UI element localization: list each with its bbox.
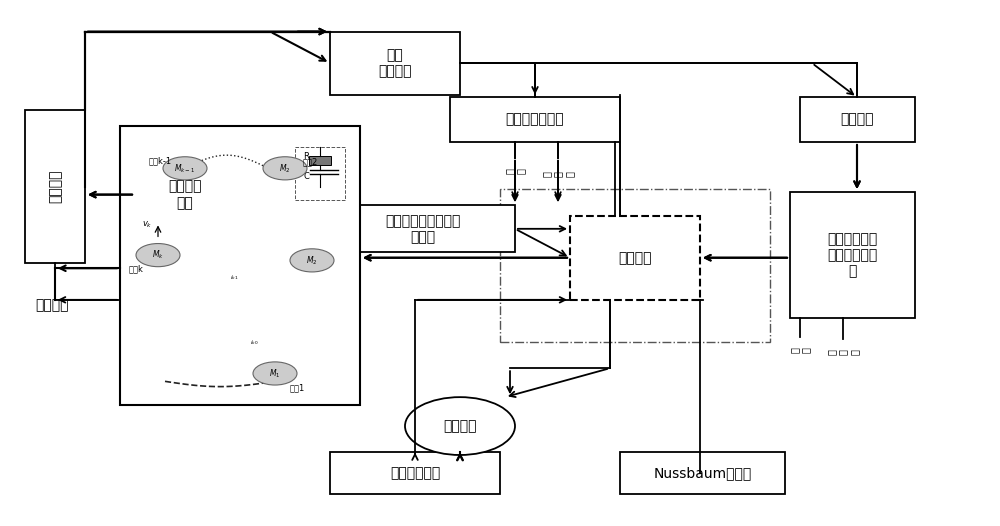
- Ellipse shape: [405, 397, 515, 455]
- Text: 节点k-1: 节点k-1: [148, 156, 172, 165]
- Text: 输出信号: 输出信号: [35, 298, 69, 312]
- Text: C: C: [303, 171, 309, 181]
- Text: 基于饱和函数的改进
趋近律: 基于饱和函数的改进 趋近律: [385, 214, 460, 244]
- Bar: [790, 192, 915, 318]
- Text: 节点1: 节点1: [289, 383, 305, 392]
- Text: 误
差: 误 差: [504, 168, 526, 174]
- Bar: [570, 216, 700, 300]
- Text: 切换阈值策略: 切换阈值策略: [390, 467, 440, 480]
- Text: $M_2$: $M_2$: [306, 254, 318, 267]
- Text: 事件触发: 事件触发: [443, 419, 477, 433]
- Circle shape: [263, 157, 307, 180]
- Circle shape: [253, 362, 297, 385]
- Text: 给定约束
条件: 给定约束 条件: [168, 179, 202, 210]
- Text: $i_k$: $i_k$: [170, 252, 177, 262]
- Text: 跟踪误差: 跟踪误差: [48, 170, 62, 204]
- Bar: [450, 97, 620, 142]
- Text: 误
差
率: 误 差 率: [826, 349, 860, 356]
- Ellipse shape: [135, 167, 235, 222]
- Bar: [330, 205, 515, 252]
- Bar: [500, 189, 770, 342]
- Text: 自适应律: 自适应律: [841, 113, 874, 127]
- Text: R: R: [303, 151, 309, 161]
- Bar: [295, 147, 345, 200]
- Text: 简化的区间二
型模糊神经网
络: 简化的区间二 型模糊神经网 络: [827, 232, 878, 278]
- Bar: [620, 452, 785, 494]
- Text: 虚拟
控制输入: 虚拟 控制输入: [378, 48, 412, 78]
- Bar: [120, 126, 360, 405]
- Text: 节点k: 节点k: [129, 265, 143, 274]
- Text: 控制输入: 控制输入: [618, 251, 652, 265]
- Circle shape: [136, 244, 180, 267]
- Bar: [330, 32, 460, 95]
- Text: Nussbaum型函数: Nussbaum型函数: [653, 467, 752, 480]
- Bar: [800, 97, 915, 142]
- Text: $M_1$: $M_1$: [269, 367, 281, 380]
- Circle shape: [163, 157, 207, 180]
- Text: $M_2$: $M_2$: [279, 162, 291, 175]
- Text: 节点2: 节点2: [302, 157, 318, 167]
- Text: 二阶跟踪微分器: 二阶跟踪微分器: [506, 113, 564, 127]
- Text: $M_k$: $M_k$: [152, 249, 164, 261]
- Text: 误
差: 误 差: [789, 347, 811, 353]
- Text: $i_{k1}$: $i_{k1}$: [230, 273, 239, 282]
- Bar: [25, 110, 85, 263]
- Circle shape: [290, 249, 334, 272]
- Bar: [330, 452, 500, 494]
- Bar: [309, 156, 331, 165]
- Text: $M_{k-1}$: $M_{k-1}$: [174, 162, 196, 175]
- Text: $i_{k0}$: $i_{k0}$: [250, 339, 259, 348]
- Text: $v_k$: $v_k$: [142, 219, 153, 230]
- Text: 误
差
率: 误 差 率: [541, 170, 575, 177]
